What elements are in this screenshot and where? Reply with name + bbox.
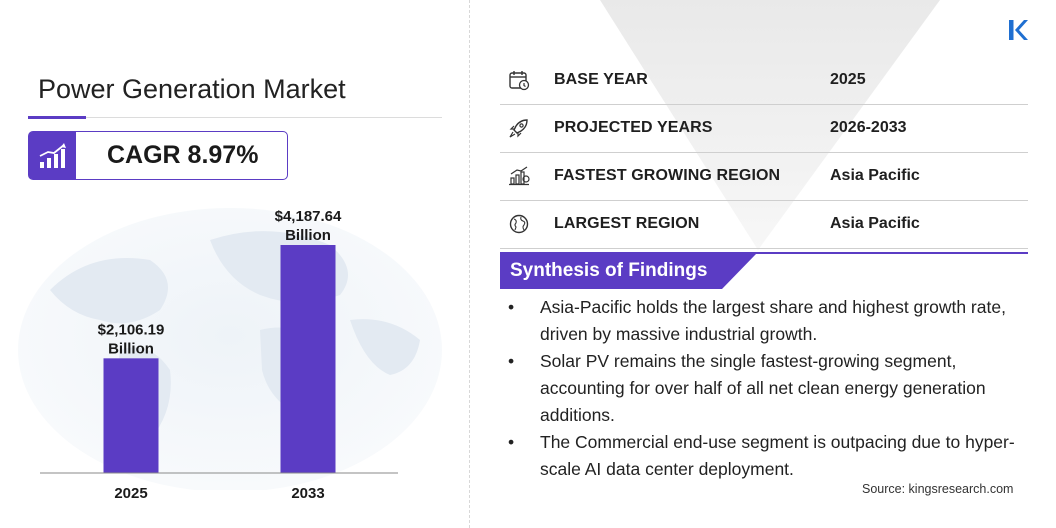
growth-chart-icon xyxy=(29,132,76,179)
bar-value-label: $2,106.19 xyxy=(98,321,165,338)
info-value: Asia Pacific xyxy=(830,167,920,184)
finding-text: Asia-Pacific holds the largest share and… xyxy=(540,297,1006,344)
info-label: BASE YEAR xyxy=(554,71,648,88)
title-accent-bar xyxy=(28,116,86,119)
background-triangle xyxy=(600,0,940,250)
info-value: 2025 xyxy=(830,71,866,88)
info-label: LARGEST REGION xyxy=(554,215,700,232)
synthesis-rule xyxy=(500,252,1028,254)
globe-icon xyxy=(509,214,529,234)
info-label: PROJECTED YEARS xyxy=(554,119,713,136)
market-bar-chart: $2,106.19 Billion 2025 $4,187.64 Billion 2033 xyxy=(40,208,398,502)
finding-text: Solar PV remains the single fastest-grow… xyxy=(540,351,986,425)
bar-2033 xyxy=(280,245,336,473)
source-note: Source: kingsresearch.com xyxy=(862,482,1014,496)
info-value: Asia Pacific xyxy=(830,215,920,232)
info-row-largest-region: LARGEST REGION Asia Pacific xyxy=(500,201,1028,249)
synthesis-banner xyxy=(500,254,756,289)
growth-region-icon xyxy=(509,166,530,186)
info-label: FASTEST GROWING REGION xyxy=(554,167,781,184)
cagr-badge: CAGR 8.97% xyxy=(28,131,288,180)
info-value: 2026-2033 xyxy=(830,119,907,136)
findings-list: • Asia-Pacific holds the largest share an… xyxy=(506,294,1026,483)
calendar-icon xyxy=(509,71,530,91)
bar-value-label: Billion xyxy=(108,340,154,357)
bullet: • xyxy=(508,432,515,452)
bar-value-label: $4,187.64 xyxy=(275,208,342,225)
bullet: • xyxy=(508,297,515,317)
bullet: • xyxy=(508,351,515,371)
title-underline xyxy=(28,117,442,118)
page-title: Power Generation Market xyxy=(38,74,346,104)
kingsresearch-logo xyxy=(1009,20,1028,40)
panel-divider xyxy=(469,0,470,528)
x-tick-label: 2033 xyxy=(291,485,324,502)
bar-2025 xyxy=(103,358,159,473)
info-row-base-year: BASE YEAR 2025 xyxy=(500,57,1028,105)
finding-item: • Asia-Pacific holds the largest share an… xyxy=(506,294,1026,348)
x-tick-label: 2025 xyxy=(114,485,147,502)
bar-value-label: Billion xyxy=(285,227,331,244)
cagr-value: CAGR 8.97% xyxy=(107,141,259,169)
finding-item: • Solar PV remains the single fastest-gro… xyxy=(506,348,1026,429)
rocket-icon xyxy=(509,119,528,138)
info-row-fastest-growing-region: FASTEST GROWING REGION Asia Pacific xyxy=(500,153,1028,201)
synthesis-title: Synthesis of Findings xyxy=(510,260,708,281)
info-row-projected-years: PROJECTED YEARS 2026-2033 xyxy=(500,105,1028,153)
finding-item: • The Commercial end-use segment is outpa… xyxy=(506,429,1026,483)
finding-text: The Commercial end-use segment is outpac… xyxy=(540,432,1015,479)
